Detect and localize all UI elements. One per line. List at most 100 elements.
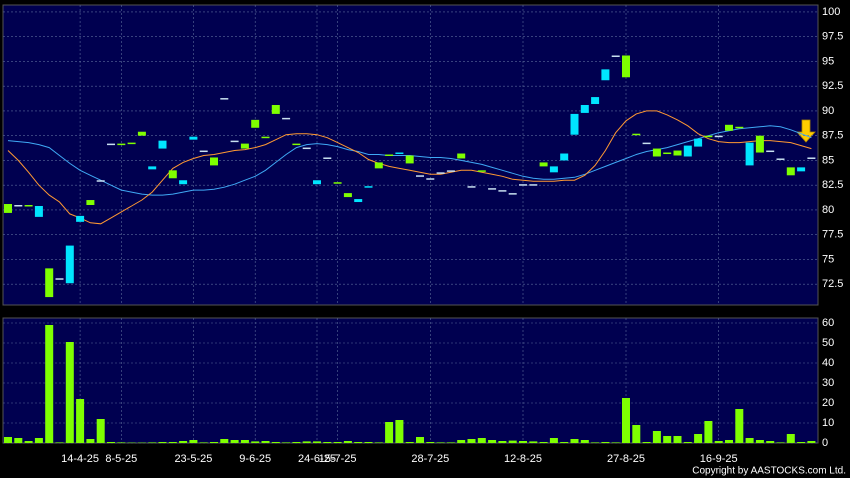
x-tick-label: 16-9-25 — [700, 453, 738, 465]
volume-bar — [117, 442, 126, 443]
volume-bar — [148, 442, 157, 443]
candle-body — [24, 205, 33, 207]
candle-body — [323, 157, 332, 159]
candle-body — [292, 143, 301, 146]
y-tick-label: 72.5 — [822, 278, 843, 290]
volume-bar — [704, 421, 713, 443]
volume-bar — [282, 442, 291, 443]
volume-bar — [477, 438, 486, 443]
volume-bar — [416, 437, 424, 443]
x-tick-label: 14-4-25 — [61, 453, 99, 465]
y-tick-label: 82.5 — [822, 179, 843, 191]
volume-bar — [292, 442, 301, 443]
y-tick-label: 100 — [822, 6, 840, 18]
candle-body — [374, 162, 383, 169]
volume-bar — [313, 441, 321, 443]
x-tick-label: 12-8-25 — [504, 453, 542, 465]
x-tick-label: 28-7-25 — [411, 453, 449, 465]
volume-bar — [807, 441, 816, 443]
candle-body — [55, 278, 64, 280]
candle-body — [508, 193, 517, 195]
volume-bar — [261, 441, 270, 443]
candle-body — [333, 182, 342, 184]
candle-body — [282, 117, 291, 120]
volume-bar — [271, 442, 280, 443]
candle-body — [446, 170, 455, 172]
volume-bar — [467, 439, 476, 443]
volume-bar — [385, 422, 394, 443]
volume-bar — [179, 441, 188, 443]
candle-body — [735, 126, 744, 129]
volume-bar — [663, 436, 672, 443]
candle-body — [45, 268, 54, 298]
volume-bar — [436, 442, 445, 443]
candle-body — [498, 190, 507, 192]
candle-body — [271, 105, 280, 114]
volume-bar — [354, 442, 363, 443]
candle-body — [601, 69, 610, 81]
volume-bar — [86, 439, 95, 443]
x-tick-label: 23-5-25 — [174, 453, 212, 465]
candle-body — [683, 145, 692, 157]
volume-bar — [776, 442, 785, 443]
candle-body — [240, 143, 249, 149]
volume-bar — [405, 442, 414, 443]
candle-body — [168, 170, 177, 179]
volume-bar — [714, 441, 723, 443]
candle-body — [725, 124, 733, 131]
candle-body — [117, 143, 126, 146]
volume-bar — [498, 441, 507, 443]
volume-bar — [642, 442, 651, 443]
volume-bar — [158, 442, 167, 443]
candle-body — [704, 135, 713, 138]
volume-bar — [323, 442, 332, 443]
volume-tick-label: 50 — [822, 337, 834, 349]
volume-bar — [488, 440, 497, 443]
y-tick-label: 92.5 — [822, 80, 843, 92]
candle-body — [220, 98, 229, 100]
volume-bar — [210, 442, 218, 443]
volume-bar — [374, 442, 383, 443]
candle-body — [65, 245, 74, 284]
y-tick-label: 95 — [822, 55, 834, 67]
volume-bar — [251, 441, 260, 443]
volume-bar — [611, 442, 620, 443]
candle-body — [745, 142, 754, 166]
volume-tick-label: 0 — [822, 437, 828, 449]
volume-bar — [395, 420, 404, 443]
volume-bar — [364, 442, 373, 443]
candle-body — [34, 205, 43, 217]
candle-body — [416, 175, 424, 177]
candle-body — [663, 152, 672, 155]
volume-tick-label: 10 — [822, 417, 834, 429]
volume-bar — [519, 441, 527, 443]
volume-bar — [745, 438, 754, 443]
y-tick-label: 80 — [822, 204, 834, 216]
candle-body — [313, 180, 321, 185]
volume-bar — [797, 442, 806, 443]
candle-body — [251, 119, 260, 128]
candle-body — [395, 152, 404, 155]
candle-body — [755, 135, 764, 153]
candle-body — [199, 150, 208, 153]
candle-body — [776, 158, 785, 160]
volume-bar — [694, 434, 703, 443]
candle-body — [436, 172, 445, 174]
volume-bar — [76, 399, 85, 443]
candle-body — [549, 166, 558, 173]
volume-bar — [457, 440, 466, 443]
candle-body — [539, 162, 548, 167]
volume-bar — [601, 442, 610, 443]
candle-body — [632, 133, 641, 136]
volume-bar — [652, 431, 661, 443]
candle-body — [477, 170, 486, 172]
volume-bar — [560, 442, 569, 443]
candle-body — [622, 55, 630, 78]
candle-body — [230, 140, 239, 143]
candle-body — [519, 184, 527, 186]
x-tick-label: 27-8-25 — [607, 453, 645, 465]
volume-bar — [632, 425, 641, 443]
candle-body — [148, 166, 157, 170]
volume-bar — [549, 438, 558, 443]
volume-bar — [302, 441, 311, 443]
